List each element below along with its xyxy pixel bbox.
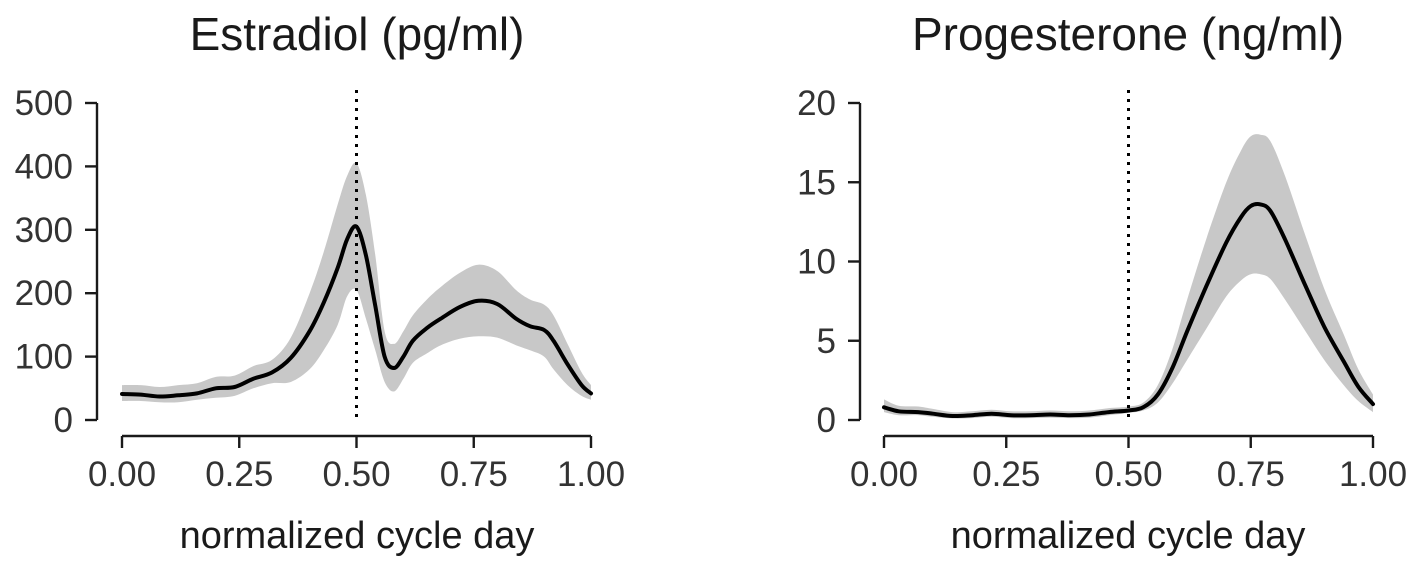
progesterone-y-tick-label: 0 xyxy=(817,401,836,440)
estradiol-x-tick-label: 0.75 xyxy=(440,455,508,494)
estradiol-x-label: normalized cycle day xyxy=(180,515,535,557)
estradiol-x-tick-label: 0.00 xyxy=(88,455,156,494)
estradiol-y-tick-label: 500 xyxy=(15,84,73,123)
progesterone-y-tick-label: 10 xyxy=(797,243,836,282)
progesterone-x-tick-label: 0.75 xyxy=(1217,455,1285,494)
estradiol-y-ticks: 0 100 200 300 400 500 xyxy=(15,84,97,440)
estradiol-y-tick-label: 200 xyxy=(15,274,73,313)
estradiol-mean-line xyxy=(120,224,593,399)
estradiol-x-tick-label: 1.00 xyxy=(557,455,625,494)
progesterone-y-tick-label: 5 xyxy=(817,322,836,361)
estradiol-confidence-band xyxy=(122,162,591,403)
progesterone-x-label: normalized cycle day xyxy=(951,515,1306,557)
progesterone-y-tick-label: 15 xyxy=(797,163,836,202)
estradiol-y-tick-label: 100 xyxy=(15,338,73,377)
progesterone-y-ticks: 0 5 10 15 20 xyxy=(797,84,860,440)
estradiol-y-tick-label: 400 xyxy=(15,147,73,186)
progesterone-y-tick-label: 20 xyxy=(797,84,836,123)
estradiol-x-tick-label: 0.25 xyxy=(205,455,273,494)
estradiol-title: Estradiol (pg/ml) xyxy=(190,8,525,60)
progesterone-title: Progesterone (ng/ml) xyxy=(912,8,1344,60)
estradiol-x-ticks: 0.00 0.25 0.50 0.75 1.00 xyxy=(88,436,625,494)
progesterone-x-tick-label: 0.00 xyxy=(850,455,918,494)
estradiol-y-tick-label: 0 xyxy=(54,401,73,440)
estradiol-y-tick-label: 300 xyxy=(15,211,73,250)
progesterone-x-tick-label: 0.50 xyxy=(1094,455,1162,494)
progesterone-mean-line xyxy=(882,202,1375,419)
progesterone-x-tick-label: 1.00 xyxy=(1339,455,1407,494)
progesterone-x-ticks: 0.00 0.25 0.50 0.75 1.00 xyxy=(850,436,1407,494)
progesterone-x-tick-label: 0.25 xyxy=(972,455,1040,494)
estradiol-x-tick-label: 0.50 xyxy=(322,455,390,494)
